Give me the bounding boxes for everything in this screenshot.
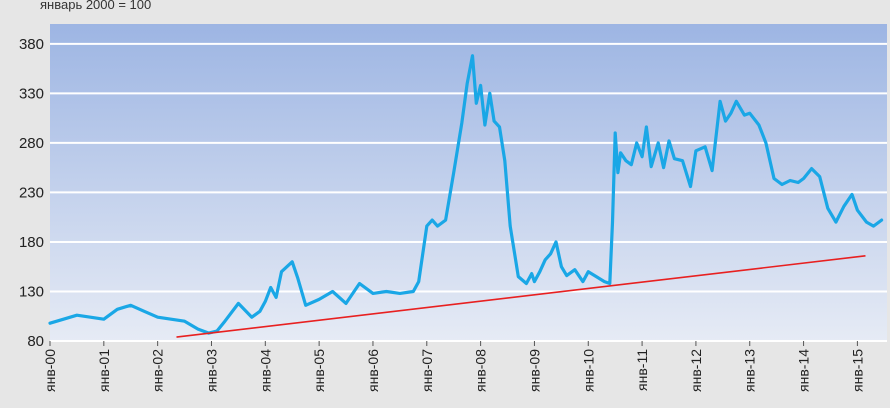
chart-title: январь 2000 = 100 (40, 0, 152, 12)
y-axis: 80 130 180 230 280 330 380 (19, 36, 44, 350)
x-tick-label: янв-10 (580, 349, 596, 392)
y-tick-label: 80 (27, 333, 44, 350)
x-tick-label: янв-15 (849, 349, 865, 392)
x-tick-label: янв-00 (42, 349, 58, 392)
y-tick-label: 180 (19, 234, 44, 251)
gridlines (50, 42, 887, 342)
series-line (48, 54, 884, 335)
x-tick-label: янв-05 (311, 349, 327, 392)
x-tick-label: янв-09 (526, 349, 542, 392)
x-tick-label: янв-01 (96, 349, 112, 392)
x-axis: янв-00 янв-01 янв-02 янв-03 янв-04 янв-05 янв-… (42, 341, 865, 392)
y-tick-label: 230 (19, 184, 44, 201)
y-tick-label: 280 (19, 135, 44, 152)
x-tick-label: янв-08 (473, 349, 489, 392)
y-tick-label: 380 (19, 36, 44, 53)
x-tick-label: янв-06 (365, 349, 381, 392)
trend-line (176, 255, 866, 338)
x-tick-label: янв-03 (203, 349, 219, 392)
y-tick-label: 330 (19, 85, 44, 102)
x-tick-label: янв-13 (742, 349, 758, 392)
x-tick-label: янв-11 (634, 349, 650, 391)
x-tick-label: янв-02 (150, 349, 166, 392)
y-tick-label: 130 (19, 283, 44, 300)
x-tick-label: янв-04 (257, 349, 273, 392)
x-tick-label: янв-12 (688, 349, 704, 392)
x-tick-label: янв-07 (419, 349, 435, 392)
x-tick-label: янв-14 (796, 349, 812, 392)
